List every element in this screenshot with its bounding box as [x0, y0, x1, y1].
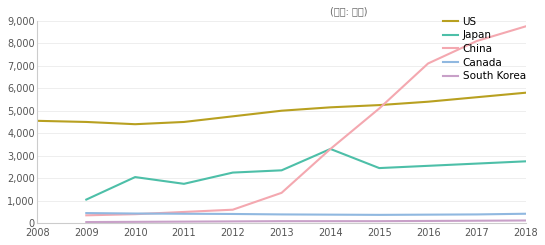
US — [229, 115, 236, 118]
China — [523, 25, 529, 28]
Canada — [376, 213, 383, 216]
South Korea — [376, 220, 383, 223]
Canada — [278, 213, 285, 216]
China — [181, 210, 187, 213]
US — [34, 119, 41, 122]
Canada — [425, 213, 431, 216]
US — [376, 104, 383, 107]
US — [132, 123, 138, 126]
China — [83, 214, 89, 217]
Line: Canada: Canada — [86, 213, 526, 215]
Line: US: US — [38, 93, 526, 124]
South Korea — [474, 219, 480, 222]
Line: Japan: Japan — [86, 149, 526, 200]
China — [376, 107, 383, 110]
Legend: US, Japan, China, Canada, South Korea: US, Japan, China, Canada, South Korea — [443, 17, 526, 81]
Canada — [474, 213, 480, 216]
South Korea — [327, 220, 334, 223]
South Korea — [229, 220, 236, 223]
China — [474, 39, 480, 42]
South Korea — [132, 220, 138, 223]
Canada — [229, 212, 236, 215]
US — [278, 109, 285, 112]
Japan — [474, 162, 480, 165]
China — [327, 147, 334, 150]
Line: South Korea: South Korea — [86, 220, 526, 222]
US — [523, 91, 529, 94]
US — [83, 121, 89, 123]
South Korea — [523, 219, 529, 222]
China — [132, 213, 138, 216]
China — [229, 208, 236, 211]
South Korea — [278, 220, 285, 223]
Canada — [327, 213, 334, 216]
Canada — [523, 212, 529, 215]
Japan — [425, 164, 431, 167]
Japan — [229, 171, 236, 174]
Canada — [83, 212, 89, 215]
China — [278, 191, 285, 194]
South Korea — [181, 220, 187, 223]
Japan — [523, 160, 529, 163]
US — [474, 96, 480, 99]
Canada — [132, 212, 138, 215]
US — [425, 100, 431, 103]
South Korea — [425, 220, 431, 222]
US — [181, 121, 187, 123]
Text: (단위: 천대): (단위: 천대) — [330, 7, 368, 17]
China — [425, 62, 431, 65]
Line: China: China — [86, 26, 526, 215]
US — [327, 106, 334, 109]
Japan — [132, 176, 138, 179]
Japan — [327, 147, 334, 150]
Canada — [181, 212, 187, 215]
Japan — [181, 182, 187, 185]
Japan — [83, 198, 89, 201]
Japan — [278, 169, 285, 172]
South Korea — [83, 220, 89, 223]
Japan — [376, 167, 383, 170]
